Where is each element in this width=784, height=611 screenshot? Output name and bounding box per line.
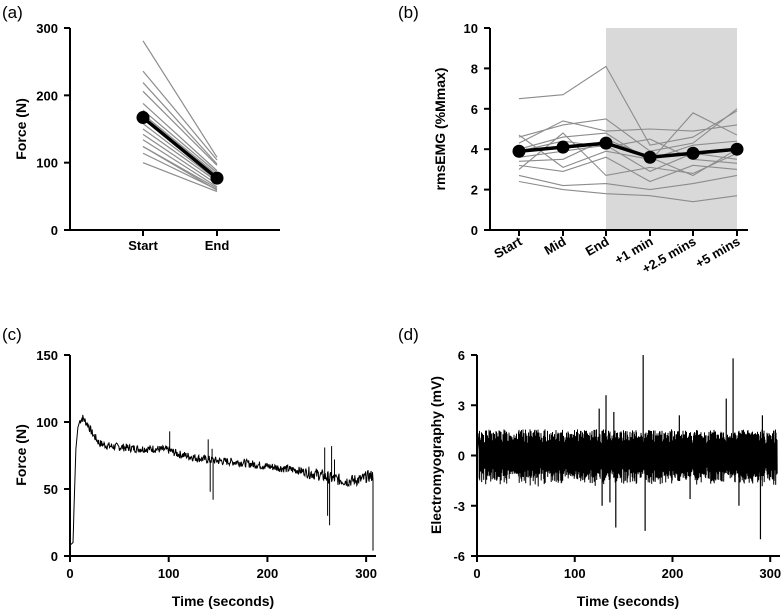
- panel-b-individual-line: [518, 180, 738, 203]
- panel-c-y-tick-label: 100: [36, 415, 58, 430]
- panel-c-label: (c): [2, 325, 22, 344]
- panel-a-mean-line: [136, 111, 224, 185]
- panel-a-y-tick-label: 300: [36, 21, 58, 36]
- panel-a-x-tick-label: Start: [128, 238, 158, 253]
- panel-b-shaded-region: [606, 28, 737, 230]
- panel-a-individual-lines: [142, 40, 218, 193]
- panel-a-individual-line: [142, 40, 218, 158]
- panel-c-x-tick-label: 100: [158, 566, 180, 581]
- panel-b-x-tick-label: End: [583, 234, 612, 259]
- panel-d-emg-spikes: [598, 355, 764, 540]
- panel-d-x-axis-title: Time (seconds): [577, 593, 679, 609]
- panel-d-y-tick-label: 0: [458, 449, 465, 464]
- panel-b-mean-line-path: [518, 141, 738, 160]
- panel-d-x-ticks: 0 100 200 300: [473, 556, 781, 581]
- panel-c-x-tick-label: 200: [257, 566, 279, 581]
- panel-a-individual-line: [142, 162, 218, 193]
- panel-b-label: (b): [398, 3, 419, 22]
- panel-b-individual-line: [518, 120, 738, 144]
- panel-a-individual-line: [142, 123, 218, 181]
- panel-d-x-tick-label: 0: [473, 566, 480, 581]
- panel-b-y-tick-label: 0: [471, 223, 478, 238]
- panel-d-y-ticks: -6 -3 0 3 6: [453, 348, 477, 564]
- panel-b-individual-line: [518, 132, 738, 177]
- panel-a-label: (a): [2, 3, 23, 22]
- panel-d-x-tick-label: 200: [662, 566, 684, 581]
- panel-b-y-tick-label: 8: [471, 61, 478, 76]
- panel-b-mean-point: [730, 142, 744, 156]
- panel-b-individual-line: [518, 138, 738, 177]
- panel-a-y-ticks: 0 100 200 300: [36, 21, 70, 238]
- panel-c-force-trace: [69, 414, 374, 551]
- panel-a-mean-point: [210, 171, 224, 185]
- panel-c-x-tick-label: 300: [355, 566, 377, 581]
- panel-a: (a) 0 100 200 300 Start End Force (N): [2, 3, 280, 253]
- panel-a-individual-line: [142, 70, 218, 161]
- panel-b-mean-point: [556, 140, 570, 154]
- panel-b-mean-point: [599, 136, 613, 150]
- panel-d-y-tick-label: 6: [458, 348, 465, 363]
- panel-d-y-tick-label: -3: [453, 499, 465, 514]
- panel-b-y-ticks: 0 2 4 6 8 10: [464, 21, 490, 238]
- panel-a-mean-point: [136, 111, 150, 125]
- panel-b-y-tick-label: 10: [464, 21, 478, 36]
- panel-d-y-axis-title: Electromyography (mV): [428, 376, 444, 534]
- panel-b-y-tick-label: 4: [471, 142, 479, 157]
- panel-b-individual-lines: [518, 65, 738, 203]
- panel-a-y-tick-label: 100: [36, 156, 58, 171]
- panel-b-y-tick-label: 2: [471, 183, 478, 198]
- panel-c-y-tick-label: 50: [44, 482, 58, 497]
- panel-b-individual-line: [518, 108, 738, 152]
- panel-b-mean-point: [643, 150, 657, 164]
- panel-b-individual-line: [518, 138, 738, 164]
- panel-d-y-tick-label: 3: [458, 398, 465, 413]
- panel-c-y-tick-label: 0: [51, 549, 58, 564]
- panel-a-x-ticks: Start End: [128, 230, 229, 253]
- panel-b-y-tick-label: 6: [471, 102, 478, 117]
- panel-b-individual-line: [518, 134, 738, 168]
- panel-b-x-tick-label: Mid: [542, 234, 569, 258]
- panel-c-x-axis-title: Time (seconds): [172, 593, 274, 609]
- panel-d-x-tick-label: 300: [759, 566, 781, 581]
- panel-a-x-tick-label: End: [205, 238, 230, 253]
- panel-c-y-ticks: 0 50 100 150: [36, 348, 70, 564]
- panel-a-individual-line: [142, 102, 218, 172]
- panel-b-mean-point: [512, 144, 526, 158]
- panel-d-emg-trace: [476, 429, 778, 487]
- panel-a-individual-line: [142, 128, 218, 183]
- panel-a-individual-line: [142, 90, 218, 166]
- panel-d-label: (d): [398, 325, 419, 344]
- panel-b-mean-point: [686, 146, 700, 160]
- panel-a-individual-line: [142, 145, 218, 191]
- panel-d: (d) -6 -3 0 3 6 0 100 200 300 Time (seconds) El…: [398, 325, 781, 609]
- panel-a-mean-line-path: [141, 116, 219, 180]
- panel-a-individual-line: [142, 109, 218, 174]
- panel-a-individual-line: [142, 139, 218, 188]
- panel-c-x-ticks: 0 100 200 300: [66, 556, 377, 581]
- panel-d-y-tick-label: -6: [453, 549, 465, 564]
- panel-b-y-axis-title: rmsEMG (%Mmax): [432, 68, 448, 191]
- panel-d-x-tick-label: 100: [564, 566, 586, 581]
- panel-b-x-tick-label: Start: [491, 233, 525, 261]
- panel-b-individual-line: [518, 156, 738, 183]
- panel-a-y-tick-label: 200: [36, 88, 58, 103]
- panel-a-y-axis-title: Force (N): [13, 98, 29, 159]
- panel-c-y-tick-label: 150: [36, 348, 58, 363]
- panel-a-individual-line: [142, 82, 218, 165]
- panel-b-individual-line: [518, 174, 738, 191]
- panel-c-x-tick-label: 0: [66, 566, 73, 581]
- panel-a-individual-line: [142, 133, 218, 185]
- panel-c-y-axis-title: Force (N): [13, 424, 29, 485]
- panel-b-mean-line: [512, 136, 744, 164]
- panel-a-y-tick-label: 0: [51, 223, 58, 238]
- panel-b-x-tick-label: +5 mins: [693, 234, 743, 271]
- panel-b-individual-line: [518, 65, 738, 146]
- panel-a-individual-line: [142, 113, 218, 176]
- panel-b-x-ticks: Start Mid End +1 min+2.5 mins+5 mins: [491, 230, 743, 276]
